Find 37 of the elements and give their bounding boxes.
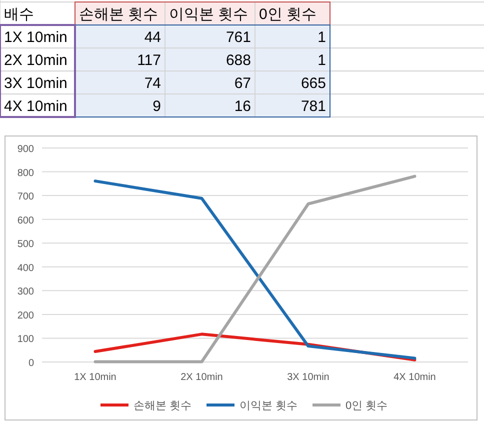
data-label: 665 xyxy=(300,75,326,92)
x-tick-label: 이익본 횟수 xyxy=(169,6,248,23)
text: 배수 xyxy=(4,6,34,23)
legend-label: 0인 횟수 xyxy=(346,400,388,412)
y-tick-label: 800 xyxy=(17,168,34,179)
x-tick-label: 2X 10min xyxy=(180,372,223,383)
x-tick-label: 3X 10min xyxy=(287,372,330,383)
data-label: 1 xyxy=(318,52,326,69)
data-label: 16 xyxy=(234,98,251,115)
data-label: 761 xyxy=(226,29,251,46)
y-tick-label: 4X 10min xyxy=(4,98,68,115)
x-tick-label: 1X 10min xyxy=(74,372,116,383)
y-tick-label: 3X 10min xyxy=(4,75,68,92)
y-tick-label: 1X 10min xyxy=(4,29,68,46)
legend-label: 이익본 횟수 xyxy=(240,400,298,412)
data-label: 9 xyxy=(152,98,161,115)
y-tick-label: 100 xyxy=(17,334,34,346)
y-tick-label: 0 xyxy=(28,358,34,369)
y-tick-label: 600 xyxy=(17,215,34,226)
data-label: 1 xyxy=(318,29,326,46)
data-label: 117 xyxy=(137,52,161,69)
x-tick-label: 4X 10min xyxy=(394,372,436,383)
data-label: 688 xyxy=(226,52,251,69)
legend-label: 손해본 횟수 xyxy=(134,400,192,412)
y-tick-label: 900 xyxy=(17,144,34,155)
data-label: 74 xyxy=(144,75,161,92)
y-tick-label: 700 xyxy=(17,192,34,203)
y-tick-label: 2X 10min xyxy=(4,52,68,69)
data-label: 44 xyxy=(144,29,161,46)
y-tick-label: 500 xyxy=(17,239,34,250)
data-label: 67 xyxy=(234,75,251,92)
x-tick-label: 0인 횟수 xyxy=(259,6,317,23)
y-tick-label: 400 xyxy=(17,262,34,274)
y-tick-label: 300 xyxy=(17,286,34,298)
data-label: 781 xyxy=(300,98,326,115)
x-tick-label: 손해본 횟수 xyxy=(79,6,158,23)
y-tick-label: 200 xyxy=(17,310,34,322)
